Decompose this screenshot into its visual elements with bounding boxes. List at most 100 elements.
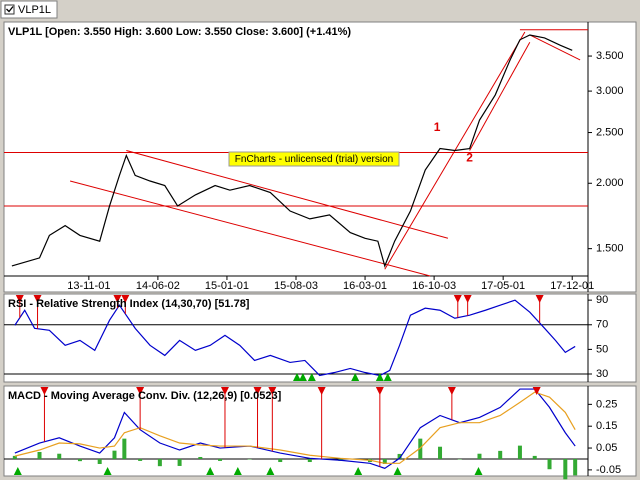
pane-title: VLP1L [Open: 3.550 High: 3.600 Low: 3.55… <box>8 26 351 38</box>
tab-checkbox[interactable] <box>4 4 15 15</box>
watermark: FnCharts - unlicensed (trial) version <box>235 154 393 165</box>
y-tick-label: 0.05 <box>596 442 617 454</box>
x-tick-label: 16-03-01 <box>343 280 387 292</box>
pane-title: RSI - Relative Strength Index (14,30,70)… <box>8 298 250 310</box>
series-line <box>14 299 576 377</box>
buy-signal <box>266 467 275 475</box>
sell-signal <box>317 387 326 395</box>
sell-signal <box>113 295 122 303</box>
buy-signal <box>206 467 215 475</box>
sell-signal <box>375 387 384 395</box>
annotation: 2 <box>466 151 473 165</box>
y-tick-label: 90 <box>596 294 608 306</box>
sell-signal <box>40 387 49 395</box>
tab-label[interactable]: VLP1L <box>18 4 51 16</box>
x-tick-label: 13-11-01 <box>67 280 110 292</box>
histogram-bar <box>382 458 387 464</box>
x-tick-label: 15-08-03 <box>274 280 318 292</box>
sell-signal <box>268 387 277 395</box>
buy-signal <box>298 373 307 381</box>
histogram-bar <box>532 455 537 459</box>
y-tick-label: 2.500 <box>596 126 624 138</box>
x-tick-label: 17-05-01 <box>481 280 525 292</box>
sell-signal <box>535 295 544 303</box>
histogram-bar <box>218 458 223 461</box>
sell-signal <box>447 387 456 395</box>
buy-signal <box>354 467 363 475</box>
histogram-bar <box>97 458 102 464</box>
sell-signal <box>532 387 541 395</box>
buy-signal <box>13 467 22 475</box>
annotation: 1 <box>434 120 441 134</box>
histogram-bar <box>498 450 503 459</box>
histogram-bar <box>247 458 252 460</box>
sell-signal <box>15 295 24 303</box>
histogram-bar <box>37 451 42 459</box>
x-tick-label: 16-10-03 <box>412 280 456 292</box>
y-tick-label: 0.25 <box>596 398 617 410</box>
sell-signal <box>121 295 130 303</box>
y-tick-label: 50 <box>596 343 608 355</box>
sell-signal <box>253 387 262 395</box>
histogram-bar <box>573 458 578 476</box>
series-line <box>14 391 576 464</box>
histogram-bar <box>547 458 552 470</box>
histogram-bar <box>397 453 402 459</box>
series-line <box>11 34 573 268</box>
buy-signal <box>383 373 392 381</box>
histogram-bar <box>198 456 203 459</box>
y-tick-label: 2.000 <box>596 177 624 189</box>
pane-title: MACD - Moving Average Conv. Div. (12,26,… <box>8 390 282 402</box>
histogram-bar <box>177 458 182 466</box>
watermark-box <box>228 151 400 167</box>
buy-signal <box>233 467 242 475</box>
buy-signal <box>375 373 384 381</box>
histogram-bar <box>57 453 62 459</box>
trend-line <box>469 41 531 151</box>
buy-signal <box>474 467 483 475</box>
series-line <box>14 388 576 470</box>
trend-line <box>529 34 581 61</box>
check-mark <box>6 6 14 13</box>
sell-signal <box>220 387 229 395</box>
y-tick-label: 3.000 <box>596 85 624 97</box>
histogram-bar <box>517 445 522 459</box>
sell-signal <box>463 295 472 303</box>
histogram-bar <box>122 438 127 459</box>
x-tick-label: 15-01-01 <box>205 280 249 292</box>
buy-signal <box>393 467 402 475</box>
histogram-bar <box>138 458 143 461</box>
y-tick-label: 70 <box>596 319 608 331</box>
y-tick-label: 0.15 <box>596 420 617 432</box>
panes: 1.500 2.000 2.500 3.000 3.500 13-11-01 14-06-0… <box>3 21 637 480</box>
sell-signal <box>453 295 462 303</box>
pane <box>3 385 637 477</box>
histogram-bar <box>307 458 312 463</box>
x-tick-label: 17-12-01 <box>550 280 594 292</box>
histogram-bar <box>12 455 17 459</box>
tab[interactable] <box>0 0 58 19</box>
y-tick-label: 1.500 <box>596 243 624 255</box>
histogram-bar <box>418 438 423 459</box>
histogram-bar <box>563 458 568 480</box>
trend-line <box>69 180 431 277</box>
x-tick-label: 14-06-02 <box>136 280 180 292</box>
y-tick-label: 3.500 <box>596 50 624 62</box>
trend-line <box>126 150 449 239</box>
histogram-bar <box>278 458 283 463</box>
buy-signal <box>103 467 112 475</box>
sell-signal <box>136 387 145 395</box>
histogram-bar <box>457 458 462 460</box>
buy-signal <box>307 373 316 381</box>
histogram-bar <box>112 450 117 459</box>
y-tick-label: -0.05 <box>596 464 621 476</box>
histogram-bar <box>77 458 82 462</box>
buy-signal <box>292 373 301 381</box>
buy-signal <box>351 373 360 381</box>
pane <box>3 293 637 383</box>
histogram-bar <box>477 453 482 459</box>
histogram-bar <box>438 446 443 459</box>
y-tick-label: 30 <box>596 368 608 380</box>
